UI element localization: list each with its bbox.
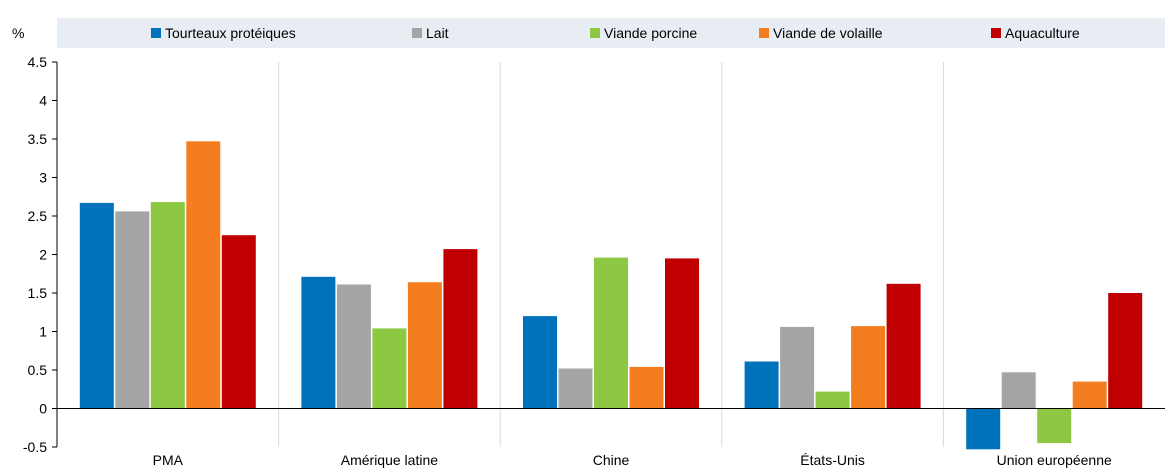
y-tick-label: 1 [39, 324, 47, 340]
bar [372, 328, 407, 409]
bar [150, 202, 185, 409]
legend-label: Tourteaux protéiques [165, 25, 296, 41]
legend-label: Aquaculture [1005, 25, 1080, 41]
legend-swatch [759, 28, 769, 38]
bar [886, 283, 921, 409]
bar [407, 282, 442, 409]
legend-swatch [590, 28, 600, 38]
y-tick-label: 3.5 [28, 131, 48, 147]
y-axis-unit-label: % [12, 25, 24, 41]
bar [1037, 408, 1072, 444]
legend-label: Viande porcine [604, 25, 697, 41]
bar [221, 235, 256, 409]
bar [665, 258, 699, 409]
legend: Tourteaux protéiques Lait Viande porcine Vi… [151, 25, 1080, 41]
x-tick-label: Union européenne [997, 452, 1112, 468]
y-tick-label: 3 [39, 170, 47, 186]
bar [851, 326, 886, 409]
x-tick-label: Chine [593, 452, 630, 468]
y-tick-label: 4 [39, 93, 47, 109]
bars [79, 141, 1143, 450]
bar [744, 361, 779, 409]
bar [186, 141, 221, 409]
y-tick-label: 0.5 [28, 362, 48, 378]
y-tick-label: -0.5 [23, 439, 47, 455]
bar [780, 326, 815, 409]
legend-swatch [991, 28, 1001, 38]
y-tick-label: 0 [39, 401, 47, 417]
legend-swatch [412, 28, 422, 38]
bar [443, 249, 478, 409]
bar [523, 316, 557, 409]
bar [1072, 381, 1107, 409]
legend-label: Viande de volaille [773, 25, 883, 41]
bar [594, 257, 628, 409]
y-tick-label: 2.5 [28, 208, 48, 224]
x-tick-label: États-Unis [800, 452, 865, 468]
legend-label: Lait [426, 25, 449, 41]
y-tick-label: 1.5 [28, 285, 48, 301]
bar [79, 202, 114, 409]
x-tick-label: Amérique latine [341, 452, 438, 468]
bar [301, 276, 336, 409]
y-tick-label: 2 [39, 247, 47, 263]
bar [1108, 293, 1143, 409]
bar [815, 391, 850, 409]
bar [336, 284, 371, 409]
axes: -0.5 0 0.5 1 1.5 2 2.5 3 3.5 4 4.5 PMA Amérique lati… [23, 54, 1165, 468]
bar [966, 408, 1001, 450]
bar [558, 368, 593, 409]
bar [1001, 372, 1036, 409]
bar [115, 211, 150, 409]
x-tick-label: PMA [153, 452, 184, 468]
y-tick-label: 4.5 [28, 54, 48, 70]
bar [629, 366, 664, 409]
legend-swatch [151, 28, 161, 38]
category-separators [278, 62, 944, 447]
legend-background [57, 18, 1165, 48]
